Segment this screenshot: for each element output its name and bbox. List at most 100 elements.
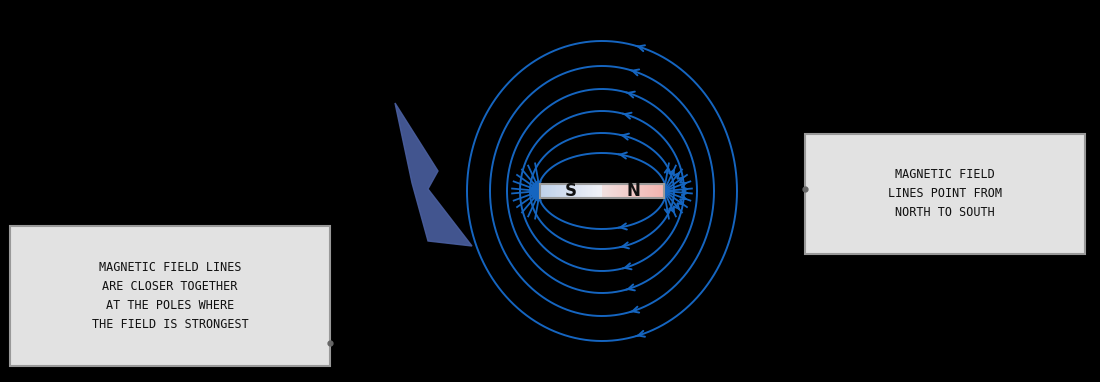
Bar xyxy=(620,184,622,198)
Bar xyxy=(584,184,586,198)
Bar xyxy=(640,184,641,198)
Bar xyxy=(597,184,598,198)
Bar xyxy=(654,184,656,198)
Bar xyxy=(629,184,630,198)
Bar xyxy=(573,184,574,198)
Bar xyxy=(610,184,612,198)
Bar xyxy=(564,184,567,198)
Bar xyxy=(583,184,584,198)
Bar xyxy=(574,184,576,198)
Bar xyxy=(561,184,562,198)
Bar xyxy=(627,184,628,198)
Bar xyxy=(600,184,601,198)
Bar xyxy=(649,184,650,198)
Bar xyxy=(598,184,600,198)
Bar xyxy=(648,184,649,198)
Bar xyxy=(566,184,568,198)
Bar xyxy=(612,184,613,198)
Bar xyxy=(646,184,647,198)
Bar xyxy=(619,184,620,198)
Text: MAGNETIC FIELD LINES
ARE CLOSER TOGETHER
AT THE POLES WHERE
THE FIELD IS STRONGE: MAGNETIC FIELD LINES ARE CLOSER TOGETHER… xyxy=(91,261,249,331)
Bar xyxy=(540,184,541,198)
Bar xyxy=(553,184,554,198)
Text: S: S xyxy=(565,182,578,200)
Bar xyxy=(579,184,580,198)
Bar xyxy=(582,184,583,198)
Bar xyxy=(657,184,658,198)
Bar xyxy=(586,184,587,198)
Bar xyxy=(658,184,659,198)
Bar xyxy=(547,184,548,198)
Bar xyxy=(576,184,578,198)
Bar xyxy=(645,184,646,198)
Bar xyxy=(590,184,591,198)
Bar xyxy=(557,184,558,198)
Bar xyxy=(570,184,571,198)
Bar xyxy=(552,184,553,198)
Bar xyxy=(551,184,552,198)
Bar xyxy=(591,184,592,198)
Bar xyxy=(621,184,623,198)
Bar xyxy=(636,184,637,198)
Bar xyxy=(587,184,588,198)
Bar xyxy=(609,184,611,198)
Bar xyxy=(581,184,582,198)
Bar xyxy=(596,184,597,198)
FancyBboxPatch shape xyxy=(805,134,1085,254)
Bar xyxy=(550,184,551,198)
Bar xyxy=(544,184,547,198)
Bar xyxy=(592,184,593,198)
Bar xyxy=(542,184,543,198)
Bar xyxy=(543,184,544,198)
Bar xyxy=(607,184,608,198)
Bar xyxy=(642,184,645,198)
Bar xyxy=(651,184,652,198)
Bar xyxy=(571,184,572,198)
Bar xyxy=(637,184,638,198)
Bar xyxy=(641,184,642,198)
Bar xyxy=(632,184,635,198)
Bar xyxy=(601,184,602,198)
Text: MAGNETIC FIELD
LINES POINT FROM
NORTH TO SOUTH: MAGNETIC FIELD LINES POINT FROM NORTH TO… xyxy=(888,168,1002,220)
Bar xyxy=(562,184,563,198)
Bar xyxy=(635,184,636,198)
Bar xyxy=(554,184,557,198)
Bar xyxy=(631,184,632,198)
Bar xyxy=(628,184,629,198)
Bar xyxy=(568,184,569,198)
Bar xyxy=(618,184,619,198)
Polygon shape xyxy=(395,103,472,246)
Bar xyxy=(603,184,605,198)
Bar xyxy=(616,184,617,198)
Bar xyxy=(638,184,639,198)
Bar xyxy=(615,184,616,198)
Bar xyxy=(602,184,603,198)
Bar xyxy=(647,184,648,198)
Bar xyxy=(541,184,542,198)
Text: N: N xyxy=(626,182,640,200)
Bar xyxy=(569,184,570,198)
Bar xyxy=(625,184,626,198)
FancyBboxPatch shape xyxy=(10,226,330,366)
Bar xyxy=(613,184,615,198)
Bar xyxy=(617,184,618,198)
Bar xyxy=(606,184,607,198)
Bar xyxy=(559,184,560,198)
Bar xyxy=(659,184,660,198)
Bar xyxy=(595,184,596,198)
Bar xyxy=(560,184,561,198)
Bar xyxy=(548,184,549,198)
Bar xyxy=(605,184,606,198)
Bar xyxy=(639,184,640,198)
Bar xyxy=(660,184,661,198)
Bar xyxy=(650,184,651,198)
Bar xyxy=(588,184,590,198)
Bar xyxy=(663,184,664,198)
Bar xyxy=(630,184,631,198)
Bar xyxy=(623,184,625,198)
Bar xyxy=(652,184,654,198)
Bar xyxy=(580,184,581,198)
Bar xyxy=(626,184,627,198)
Bar xyxy=(608,184,609,198)
Bar xyxy=(572,184,573,198)
